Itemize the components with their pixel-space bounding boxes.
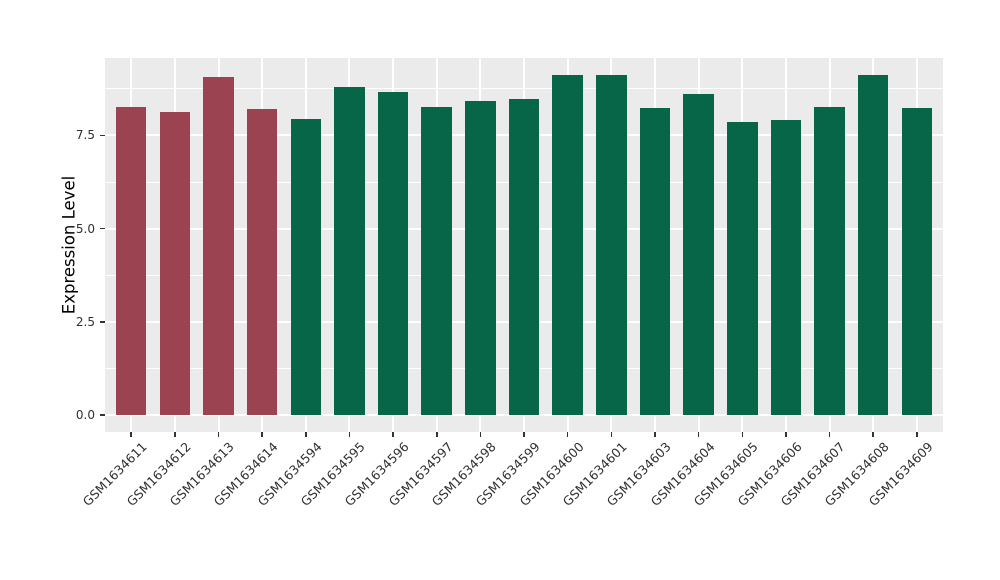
x-tick-mark [523, 432, 525, 437]
x-tick-mark [566, 432, 569, 437]
y-tick-mark [100, 134, 105, 137]
bar [246, 109, 278, 415]
bar [115, 107, 147, 415]
x-tick-mark [305, 432, 307, 437]
y-tick-label: 0.0 [75, 408, 95, 422]
y-tick-label: 5.0 [75, 221, 95, 236]
y-tick-label: 7.5 [75, 128, 95, 143]
bar [770, 119, 802, 415]
bar [421, 107, 452, 415]
y-axis-title: Expression Level [59, 175, 79, 315]
bar [552, 74, 583, 415]
x-tick-mark [872, 432, 874, 437]
x-tick-mark [916, 432, 918, 437]
bar [159, 112, 191, 415]
bar [290, 119, 322, 415]
x-tick-mark [436, 432, 438, 437]
bar [727, 122, 758, 415]
y-tick-mark [100, 414, 105, 416]
bar [857, 75, 889, 415]
x-tick-mark [828, 432, 831, 437]
bar [508, 98, 540, 415]
bar [683, 93, 714, 415]
y-tick-mark [100, 227, 105, 230]
bar [596, 75, 627, 415]
x-tick-mark [479, 432, 482, 437]
x-tick-mark [654, 432, 656, 437]
bar [334, 86, 365, 415]
x-tick-mark [741, 432, 743, 437]
x-tick-mark [785, 432, 787, 437]
bar [377, 91, 409, 415]
bar [901, 108, 933, 415]
x-tick-mark [392, 432, 394, 437]
bar [639, 107, 671, 415]
x-tick-mark [130, 432, 132, 437]
x-tick-mark [261, 432, 263, 437]
x-tick-mark [174, 432, 176, 437]
x-tick-mark [697, 432, 700, 437]
x-tick-mark [217, 432, 220, 437]
x-tick-mark [610, 432, 612, 437]
y-tick-label: 2.5 [75, 314, 95, 329]
x-tick-mark [348, 432, 351, 437]
bar [814, 106, 845, 415]
plot-panel [105, 58, 943, 432]
bar [203, 76, 234, 415]
bar [465, 100, 496, 415]
y-tick-mark [100, 321, 105, 323]
